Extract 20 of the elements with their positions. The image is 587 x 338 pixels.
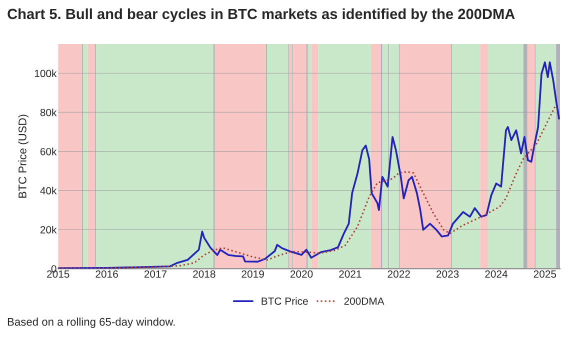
x-tick-label: 2024 bbox=[485, 270, 508, 278]
chart-title: Chart 5. Bull and bear cycles in BTC markets as identified by the 200DMA bbox=[8, 8, 515, 22]
y-tick-label: 20k bbox=[40, 226, 57, 234]
text: Based on a rolling 65-day window. bbox=[8, 318, 175, 328]
y-tick-label: 40k bbox=[40, 186, 57, 194]
y-axis-title: BTC Price (USD) bbox=[18, 114, 29, 198]
x-tick-label: 2022 bbox=[388, 270, 410, 278]
legend-label: 200DMA bbox=[344, 297, 384, 305]
y-tick-label: 80k bbox=[40, 108, 57, 116]
y-tick-label: 60k bbox=[40, 148, 57, 156]
x-tick-label: 2025 bbox=[534, 270, 556, 278]
x-tick-label: 2021 bbox=[339, 270, 362, 278]
x-tick-label: 2018 bbox=[193, 270, 216, 278]
x-tick-label: 2016 bbox=[96, 270, 118, 278]
x-tick-label: 2023 bbox=[436, 270, 459, 278]
x-tick-label: 2017 bbox=[144, 270, 167, 278]
x-tick-label: 2019 bbox=[242, 270, 264, 278]
x-tick-label: 2020 bbox=[290, 270, 313, 278]
y-tick-label: 100k bbox=[34, 69, 57, 78]
legend-label: BTC Price bbox=[262, 297, 308, 305]
